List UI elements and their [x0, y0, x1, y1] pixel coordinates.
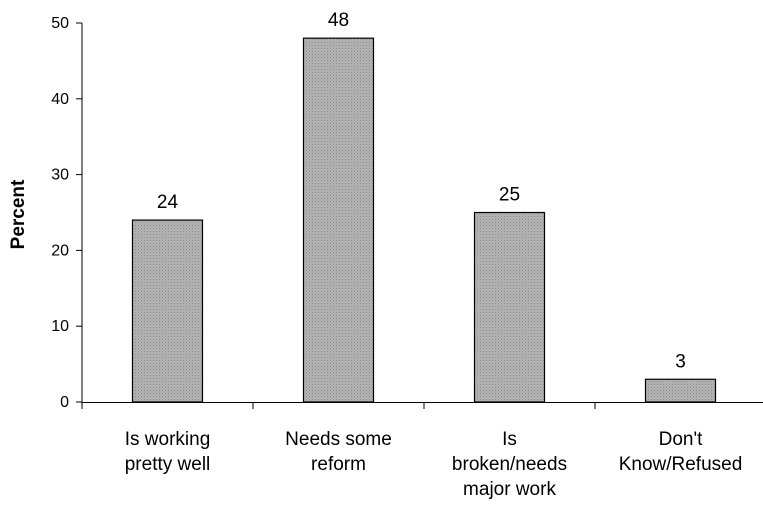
x-tick-label: Don't Know/Refused: [619, 429, 743, 475]
y-tick-label: 20: [51, 242, 69, 259]
x-tick-label: Is working pretty well: [125, 429, 211, 475]
x-axis: [81, 402, 763, 409]
category-labels: Is working pretty well Needs some reform Is b…: [125, 429, 743, 500]
data-label: 25: [499, 185, 520, 206]
y-tick-label: 30: [51, 167, 69, 184]
x-tick-label: Needs some reform: [285, 429, 392, 475]
bar: [302, 37, 375, 403]
y-tick-label: 10: [51, 318, 69, 335]
bar: [473, 211, 546, 403]
data-label: 3: [675, 351, 686, 372]
data-label: 48: [328, 10, 349, 31]
y-tick-label: 0: [60, 394, 69, 411]
bar: [131, 219, 204, 403]
data-labels: 24 48 25 3: [157, 10, 686, 372]
bar: [644, 378, 717, 403]
y-tick-label: 40: [51, 91, 69, 108]
bars: [131, 37, 717, 403]
y-axis: 0 10 20 30 40 50: [51, 15, 83, 411]
y-tick-label: 50: [51, 15, 69, 32]
y-axis-label: Percent: [8, 179, 29, 249]
data-label: 24: [157, 192, 179, 213]
x-tick-label: Is broken/needs major work: [452, 429, 567, 500]
